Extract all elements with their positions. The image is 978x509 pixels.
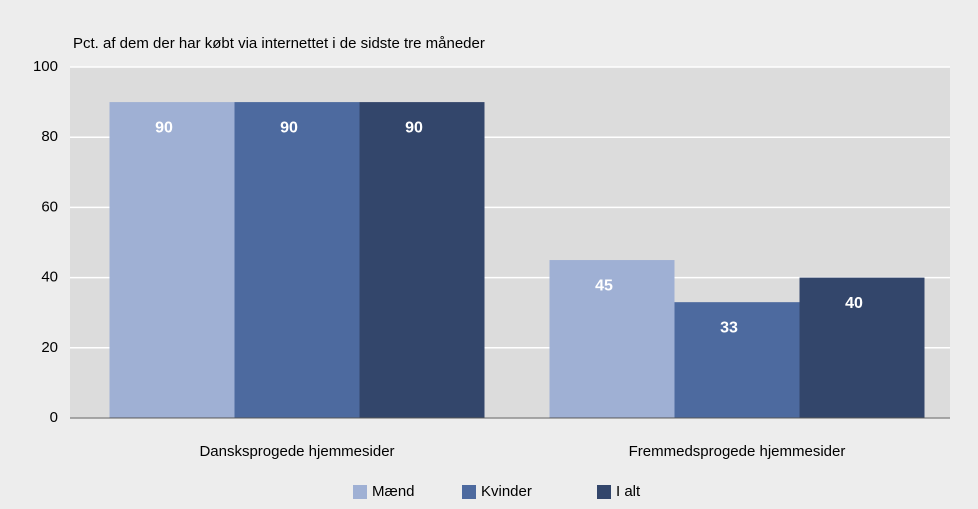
y-tick-label: 40 — [41, 269, 58, 286]
bar — [799, 277, 925, 418]
y-tick-label: 60 — [41, 198, 58, 215]
value-label: 90 — [280, 119, 298, 136]
legend-label: Kvinder — [481, 483, 532, 500]
x-tick-label: Dansksprogede hjemmesider — [199, 443, 394, 460]
value-label: 45 — [595, 277, 613, 294]
bar — [109, 102, 235, 418]
y-tick-label: 20 — [41, 339, 58, 356]
legend-label: Mænd — [372, 483, 415, 500]
legend-swatch — [597, 485, 611, 499]
bar — [234, 102, 360, 418]
bar — [359, 102, 485, 418]
y-tick-label: 100 — [33, 58, 58, 75]
bar — [674, 302, 800, 418]
legend-swatch — [462, 485, 476, 499]
legend-label: I alt — [616, 483, 641, 500]
y-tick-label: 80 — [41, 128, 58, 145]
value-label: 90 — [155, 119, 173, 136]
value-label: 33 — [720, 319, 738, 336]
chart-subtitle: Pct. af dem der har købt via internettet… — [73, 35, 485, 52]
value-label: 40 — [845, 295, 863, 312]
bar — [549, 260, 675, 418]
value-label: 90 — [405, 119, 423, 136]
x-tick-label: Fremmedsprogede hjemmesider — [629, 443, 846, 460]
legend-swatch — [353, 485, 367, 499]
y-tick-label: 0 — [50, 409, 58, 426]
